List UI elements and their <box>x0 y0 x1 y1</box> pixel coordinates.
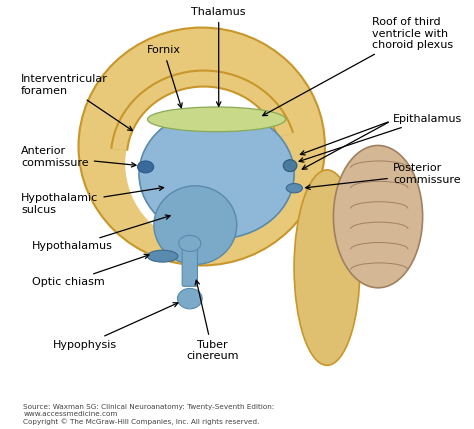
Ellipse shape <box>147 250 178 262</box>
Ellipse shape <box>147 107 286 132</box>
Text: Posterior
commissure: Posterior commissure <box>306 163 461 190</box>
Ellipse shape <box>294 170 360 366</box>
Text: Fornix: Fornix <box>146 45 182 108</box>
Ellipse shape <box>333 145 423 288</box>
Ellipse shape <box>283 160 297 172</box>
Text: Roof of third
ventricle with
choroid plexus: Roof of third ventricle with choroid ple… <box>263 17 453 116</box>
Text: Hypothalamic
sulcus: Hypothalamic sulcus <box>21 186 164 214</box>
Text: Interventricular
foramen: Interventricular foramen <box>21 74 132 130</box>
Text: Hypophysis: Hypophysis <box>53 303 178 350</box>
Text: Source: Waxman SG: Clinical Neuroanatomy: Twenty-Seventh Edition:
www.accessmedi: Source: Waxman SG: Clinical Neuroanatomy… <box>23 404 274 425</box>
FancyBboxPatch shape <box>182 244 198 286</box>
Text: Hypothalamus: Hypothalamus <box>32 215 170 251</box>
Text: Tuber
cinereum: Tuber cinereum <box>186 280 238 361</box>
Ellipse shape <box>79 27 325 266</box>
Text: Anterior
commissure: Anterior commissure <box>21 146 136 168</box>
Ellipse shape <box>137 161 154 173</box>
Ellipse shape <box>286 184 302 193</box>
Ellipse shape <box>125 83 283 244</box>
Text: Thalamus: Thalamus <box>191 7 246 106</box>
Text: Epithalamus: Epithalamus <box>299 114 462 162</box>
Ellipse shape <box>177 288 202 309</box>
Text: Optic chiasm: Optic chiasm <box>32 254 149 287</box>
Ellipse shape <box>154 186 237 264</box>
Ellipse shape <box>179 236 201 251</box>
Ellipse shape <box>139 109 294 239</box>
